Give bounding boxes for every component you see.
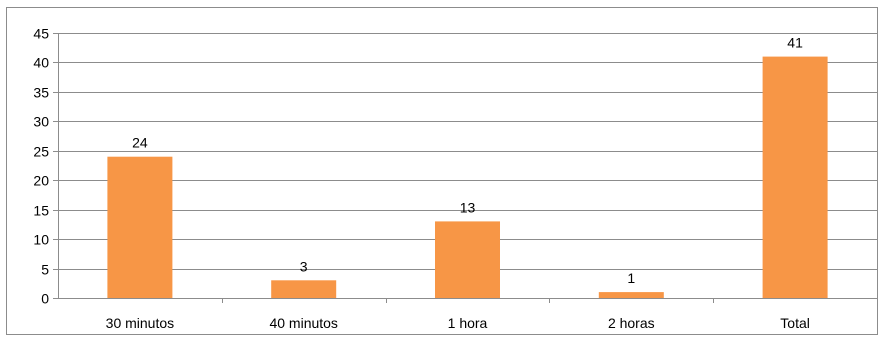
y-tick-label: 10 [33, 232, 49, 248]
category-labels: 30 minutos 40 minutos 1 hora 2 horas Total [106, 315, 810, 331]
data-label: 1 [627, 270, 635, 286]
data-label: 3 [300, 258, 308, 274]
x-category-label: 2 horas [608, 315, 655, 331]
x-category-label: 30 minutos [106, 315, 174, 331]
bar-2-horas [598, 292, 664, 298]
bar-30-minutos [107, 156, 173, 298]
bar-total [762, 56, 828, 298]
y-tick-label: 35 [33, 85, 49, 101]
x-category-label: Total [780, 315, 810, 331]
x-category-label: 40 minutos [269, 315, 337, 331]
y-tick-label: 5 [41, 262, 49, 278]
x-axis [58, 298, 878, 303]
data-label: 13 [460, 199, 476, 215]
y-tick-label: 40 [33, 55, 49, 71]
bar-1-hora [435, 221, 500, 298]
y-tick-label: 0 [41, 291, 49, 307]
gridlines [58, 33, 877, 270]
y-tick-label: 15 [33, 203, 49, 219]
data-label: 24 [132, 135, 148, 151]
bar-40-minutos [271, 280, 337, 298]
bars [107, 56, 828, 298]
data-labels: 24 3 13 1 41 [132, 35, 803, 287]
y-axis: 0 5 10 15 20 25 30 35 40 45 [33, 26, 59, 307]
y-tick-label: 30 [33, 114, 49, 130]
y-tick-label: 20 [33, 173, 49, 189]
data-label: 41 [787, 35, 803, 51]
x-category-label: 1 hora [448, 315, 488, 331]
y-tick-label: 25 [33, 144, 49, 160]
y-tick-label: 45 [33, 26, 49, 42]
